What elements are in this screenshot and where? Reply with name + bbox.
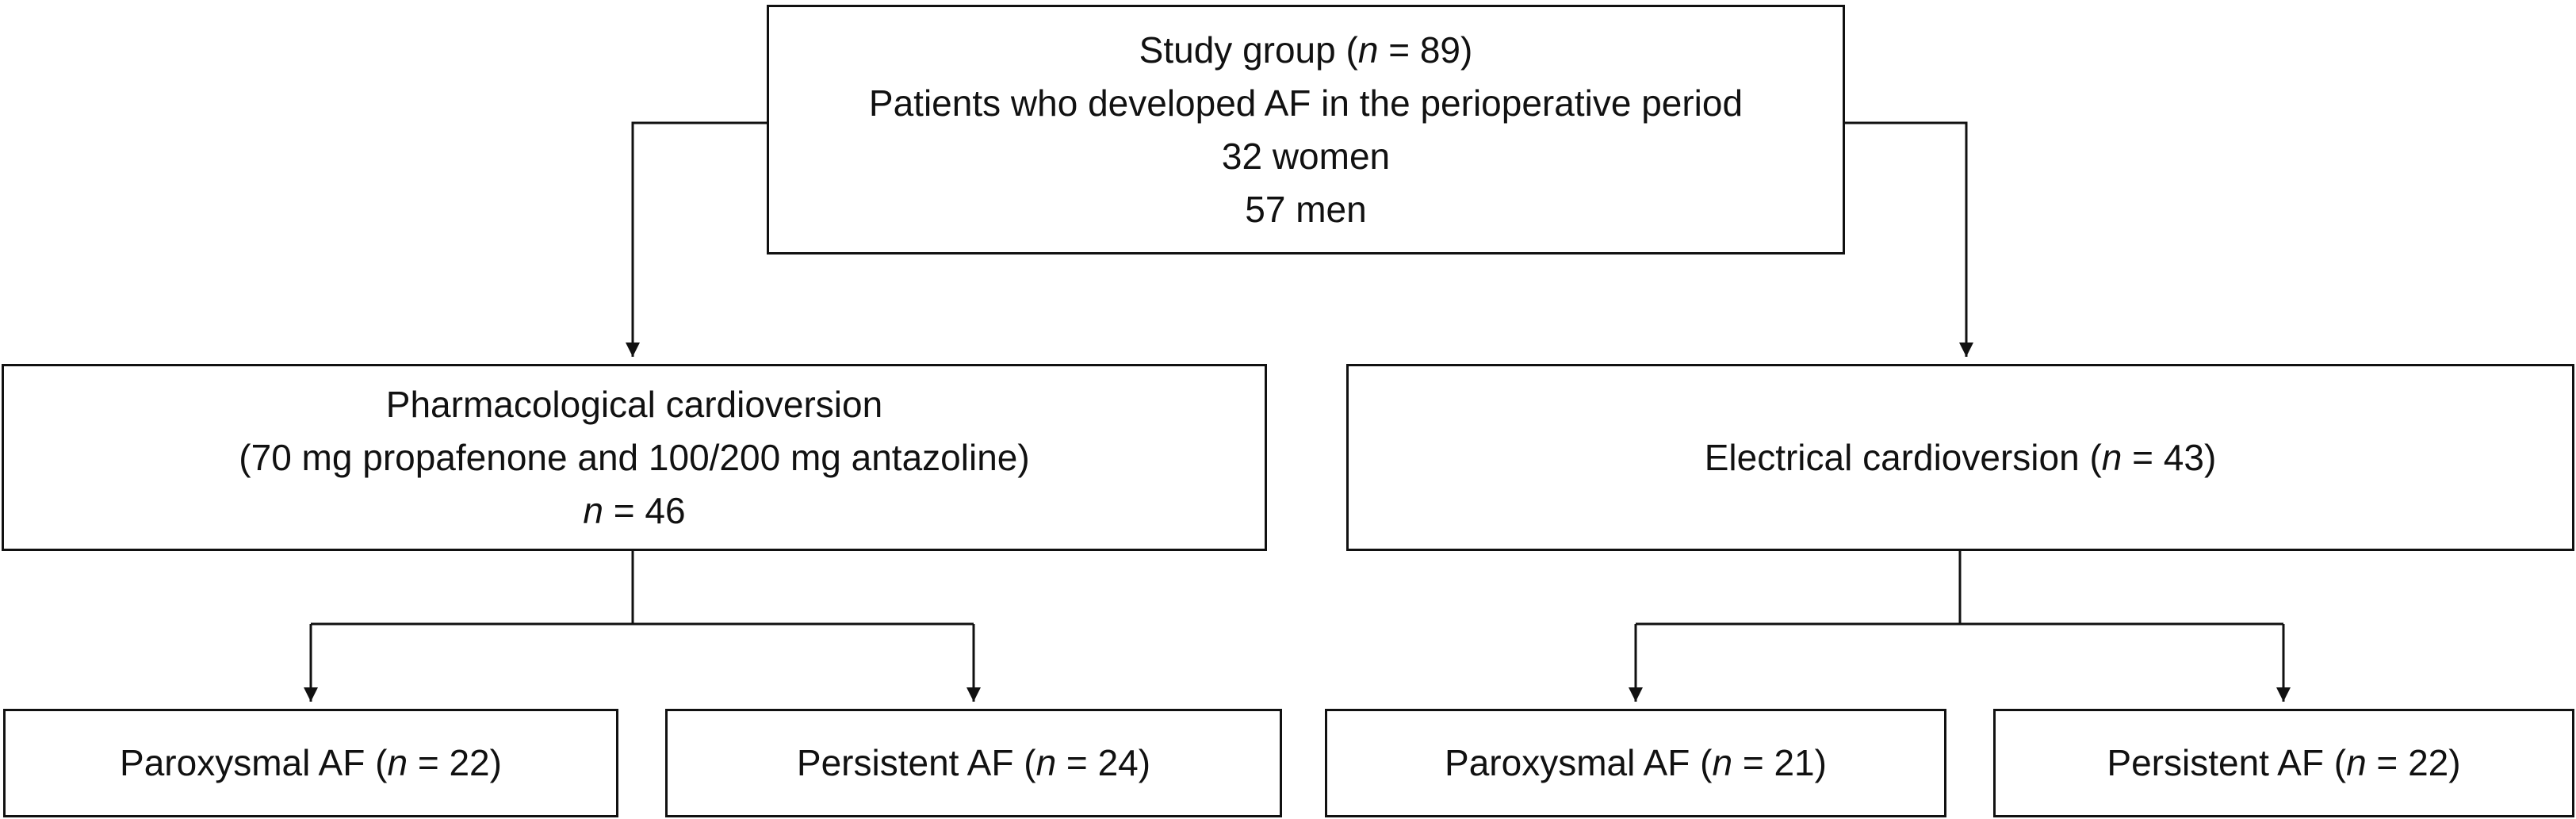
paroxysmal-af-right-label: Paroxysmal AF (n = 21) [1445,737,1827,790]
pharmacological-drugs: (70 mg propafenone and 100/200 mg antazo… [239,436,1030,478]
persistent-af-right-n-var: n [2346,742,2367,783]
study-group-women-count: 32 women [1221,135,1391,177]
paroxysmal-af-left-n-var: n [387,742,408,783]
study-group-title-pre: Study group ( [1139,29,1358,71]
electrical-n-var: n [2101,436,2122,478]
pharmacological-n-count: n = 46 [583,484,685,538]
paroxysmal-af-right-pre: Paroxysmal AF ( [1445,742,1713,783]
pharmacological-cardioversion-box: Pharmacological cardioversion (70 mg pro… [2,364,1267,551]
paroxysmal-af-left-pre: Paroxysmal AF ( [120,742,388,783]
pharmacological-n-var: n [583,489,603,531]
electrical-title: Electrical cardioversion (n = 43) [1705,431,2217,484]
paroxysmal-af-right-post: = 21) [1732,742,1827,783]
study-group-title-post: = 89) [1378,29,1473,71]
persistent-af-left-pre: Persistent AF ( [796,742,1036,783]
electrical-cardioversion-box: Electrical cardioversion (n = 43) [1346,364,2574,551]
pharmacological-title: Pharmacological cardioversion [385,383,883,425]
persistent-af-right-pre: Persistent AF ( [2107,742,2347,783]
study-group-men-count: 57 men [1245,188,1367,230]
persistent-af-right-box: Persistent AF (n = 22) [1993,709,2574,817]
study-group-description: Patients who developed AF in the periope… [868,82,1743,124]
persistent-af-left-box: Persistent AF (n = 24) [665,709,1282,817]
persistent-af-left-label: Persistent AF (n = 24) [797,737,1150,790]
paroxysmal-af-left-post: = 22) [408,742,502,783]
paroxysmal-af-right-n-var: n [1712,742,1733,783]
paroxysmal-af-left-box: Paroxysmal AF (n = 22) [3,709,618,817]
study-group-box: Study group (n = 89) Patients who develo… [767,5,1845,255]
study-group-n-var: n [1357,29,1379,71]
persistent-af-left-post: = 24) [1056,742,1151,783]
paroxysmal-af-left-label: Paroxysmal AF (n = 22) [120,737,502,790]
persistent-af-right-label: Persistent AF (n = 22) [2107,737,2460,790]
study-group-title: Study group (n = 89) [1139,24,1473,77]
persistent-af-right-post: = 22) [2366,742,2461,783]
persistent-af-left-n-var: n [1035,742,1057,783]
connector-top-to-left-branch [626,121,767,357]
electrical-title-pre: Electrical cardioversion ( [1704,436,2102,478]
electrical-title-post: = 43) [2122,436,2217,478]
paroxysmal-af-right-box: Paroxysmal AF (n = 21) [1325,709,1946,817]
connector-top-to-right-branch [1845,121,1973,357]
pharmacological-n-post: = 46 [603,489,686,531]
